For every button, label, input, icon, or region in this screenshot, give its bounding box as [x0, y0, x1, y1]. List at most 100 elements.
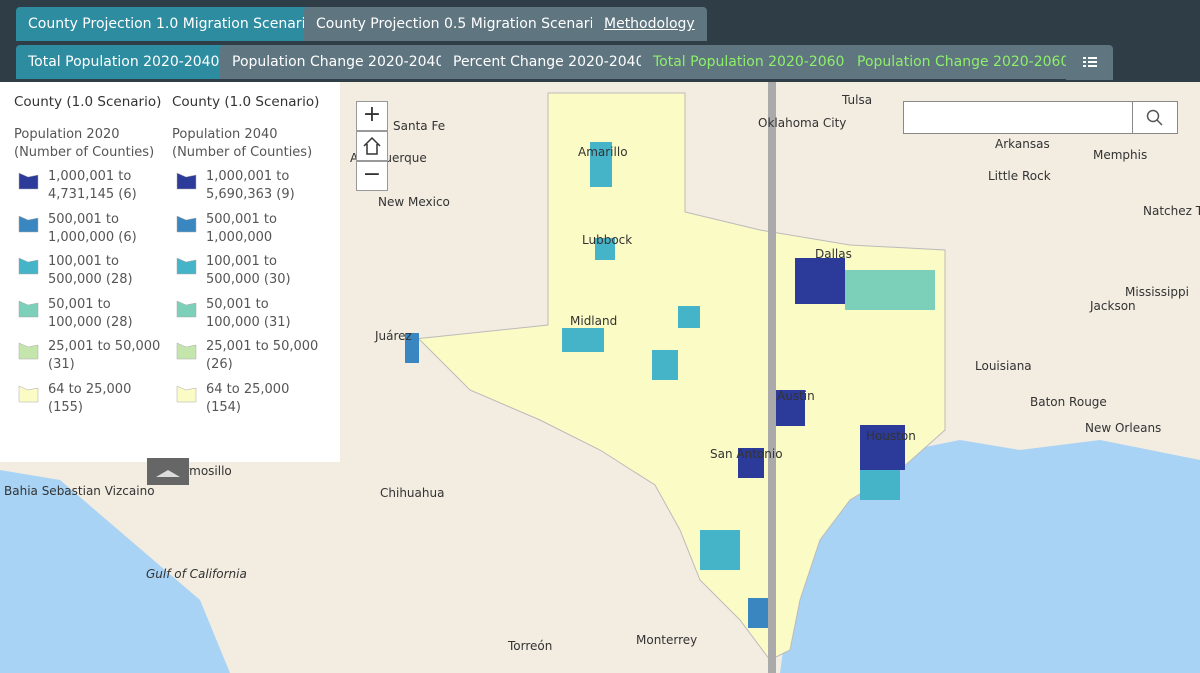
swatch-shape: [18, 385, 39, 403]
map-label: Memphis: [1093, 148, 1147, 162]
list-icon: [1083, 57, 1097, 67]
swatch-shape: [18, 172, 39, 190]
map-label: Natchez Trace Parkway: [1143, 204, 1200, 218]
legend-label: 64 to 25,000 (155): [48, 381, 132, 415]
tab[interactable]: Population Change 2020-2060: [845, 45, 1082, 79]
swatch-shape: [176, 342, 197, 360]
legend-swatch: [176, 300, 197, 318]
map-label: Baton Rouge: [1030, 395, 1107, 409]
county: [562, 328, 604, 352]
legend-swatch: [18, 172, 39, 190]
legend-swatch: [176, 385, 197, 403]
tab[interactable]: Total Population 2020-2060: [641, 45, 857, 79]
legend-label: 25,001 to 50,000 (26): [206, 339, 319, 373]
map-label: Little Rock: [988, 169, 1051, 183]
county: [590, 142, 612, 187]
legend-label: 64 to 25,000 (154): [206, 381, 290, 415]
map-label: Midland: [570, 314, 617, 328]
legend-label: 50,001 to 100,000 (28): [48, 296, 133, 330]
tab[interactable]: Methodology: [592, 7, 707, 41]
county: [795, 258, 845, 304]
county: [748, 598, 770, 628]
home-button[interactable]: [356, 131, 388, 161]
legend-item: 500,001 to 1,000,000 (6): [14, 211, 164, 254]
county: [738, 448, 764, 478]
swatch-shape: [176, 300, 197, 318]
map-label: Lubbock: [582, 233, 632, 247]
collapse-legend[interactable]: [147, 458, 189, 485]
search-button[interactable]: [1132, 101, 1178, 134]
legend-label: 100,001 to 500,000 (30): [206, 254, 291, 288]
legend-item: 50,001 to 100,000 (28): [14, 296, 164, 339]
legend-item: 1,000,001 to 4,731,145 (6): [14, 168, 164, 211]
map-label: New Orleans: [1085, 421, 1161, 435]
map-label: Santa Fe: [393, 119, 445, 133]
legend-label: 1,000,001 to 4,731,145 (6): [48, 169, 137, 202]
legend-label: 50,001 to 100,000 (31): [206, 296, 291, 330]
county: [860, 425, 905, 470]
zoom-in[interactable]: +: [356, 101, 388, 131]
map-label: Dallas: [815, 247, 852, 261]
map-label: Bahia Sebastian Vizcaino: [4, 484, 155, 498]
tab[interactable]: County Projection 0.5 Migration Scenario: [304, 7, 615, 41]
legend-item: 25,001 to 50,000 (31): [14, 338, 164, 381]
county: [595, 238, 615, 260]
legend-label: 100,001 to 500,000 (28): [48, 254, 133, 288]
map-label: Monterrey: [636, 633, 697, 647]
legend-header: County (1.0 Scenario): [172, 94, 320, 110]
legend: County (1.0 Scenario) Population 2020 (N…: [0, 82, 340, 462]
map-label: Torreón: [507, 639, 552, 653]
county: [860, 470, 900, 500]
swatch-shape: [18, 300, 39, 318]
legend-item: 64 to 25,000 (155): [14, 381, 164, 424]
map-label: Louisiana: [975, 359, 1032, 373]
home-icon: [363, 136, 381, 155]
legend-swatch: [176, 215, 197, 232]
map-label: San Antonio: [710, 447, 783, 461]
list-button[interactable]: [1066, 45, 1113, 80]
county: [775, 390, 805, 426]
tab[interactable]: County Projection 1.0 Migration Scenario: [16, 7, 327, 41]
county: [845, 270, 935, 310]
county: [405, 333, 419, 363]
tab[interactable]: Population Change 2020-2040: [220, 45, 457, 79]
map-label: Austin: [777, 389, 815, 403]
swatch-shape: [176, 215, 197, 232]
legend-swatch: [18, 385, 39, 403]
legend-label: 1,000,001 to 5,690,363 (9): [206, 169, 295, 202]
map-label: Gulf of California: [146, 567, 247, 581]
legend-column: County (1.0 Scenario) Population 2040 (N…: [172, 94, 322, 424]
search-icon: [1146, 109, 1163, 126]
map-label: Jackson: [1089, 299, 1136, 313]
top-bar: County Projection 1.0 Migration Scenario…: [0, 0, 1200, 82]
legend-swatch: [176, 172, 197, 190]
zoom-out[interactable]: −: [356, 161, 388, 191]
swatch-shape: [176, 257, 197, 275]
tab[interactable]: Total Population 2020-2040: [16, 45, 232, 79]
legend-swatch: [18, 342, 39, 360]
legend-swatch: [18, 215, 39, 232]
county: [678, 306, 700, 328]
legend-swatch: [176, 342, 197, 360]
legend-item: 500,001 to 1,000,000: [172, 211, 322, 254]
legend-label: 500,001 to 1,000,000 (6): [48, 211, 137, 245]
legend-subheader: Population 2040 (Number of Counties): [172, 127, 313, 160]
legend-item: 100,001 to 500,000 (30): [172, 253, 322, 296]
legend-label: 25,001 to 50,000 (31): [48, 339, 161, 373]
map-label: Amarillo: [578, 145, 628, 159]
legend-item: 64 to 25,000 (154): [172, 381, 322, 424]
legend-label: 500,001 to 1,000,000: [206, 211, 277, 245]
legend-header: County (1.0 Scenario): [14, 94, 162, 110]
map-label: Juárez: [374, 329, 412, 343]
map-label: Mississippi: [1125, 285, 1189, 299]
tab[interactable]: Percent Change 2020-2040: [441, 45, 657, 79]
legend-subheader: Population 2020 (Number of Counties): [14, 127, 155, 160]
swatch-shape: [18, 215, 39, 232]
map-label: Tulsa: [841, 93, 872, 107]
search-input[interactable]: [903, 101, 1133, 134]
legend-item: 1,000,001 to 5,690,363 (9): [172, 168, 322, 211]
county: [700, 530, 740, 570]
legend-swatch: [18, 300, 39, 318]
legend-item: 25,001 to 50,000 (26): [172, 338, 322, 381]
swipe-divider[interactable]: [768, 80, 776, 673]
